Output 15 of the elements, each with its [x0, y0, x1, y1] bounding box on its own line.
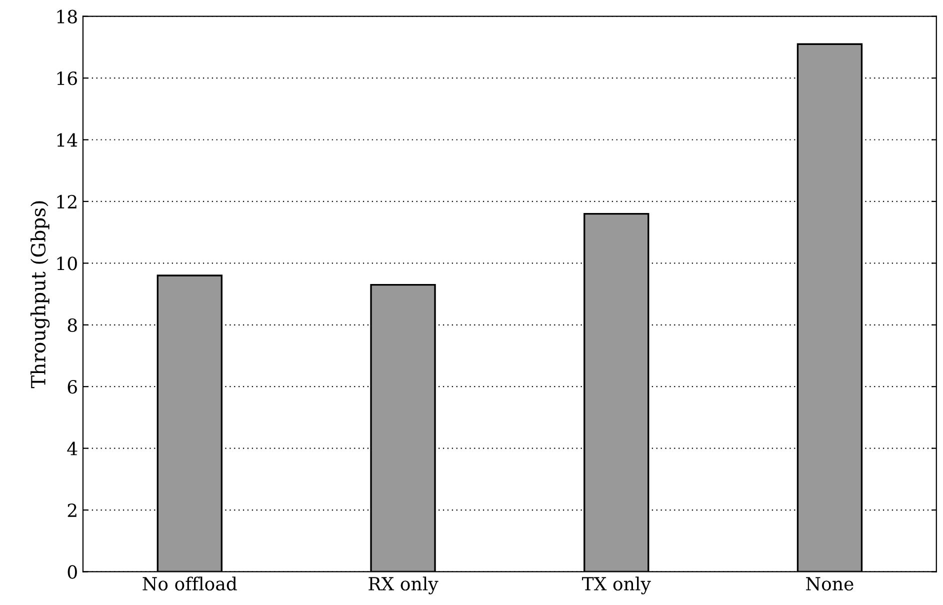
y-tick-label: 12 — [57, 194, 76, 208]
y-tick-label: 14 — [57, 133, 78, 147]
x-tick-label: TX only — [582, 576, 651, 594]
y-tick-label: 4 — [67, 442, 78, 456]
x-tick-label: None — [806, 577, 854, 591]
y-tick-label: 2 — [68, 503, 76, 517]
x-tick-label: No offload — [142, 576, 237, 591]
y-tick-label: 8 — [68, 318, 77, 332]
y-axis-title: Throughput (Gbps) — [30, 201, 50, 388]
y-tick-label: 0 — [68, 565, 77, 579]
y-tick-label: 6 — [68, 380, 77, 394]
y-tick-label: 18 — [57, 10, 77, 24]
x-tick-label: RX only — [368, 576, 438, 594]
y-tick-label: 10 — [57, 256, 77, 270]
y-tick-label: 16 — [57, 72, 77, 86]
